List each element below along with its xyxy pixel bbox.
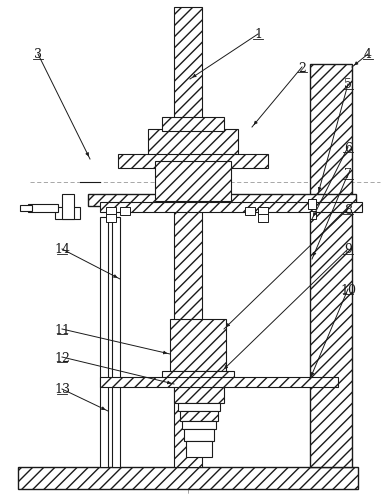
Bar xyxy=(100,217,108,467)
Bar xyxy=(62,194,74,219)
Bar xyxy=(258,207,268,215)
Bar xyxy=(18,467,358,489)
Bar xyxy=(120,207,130,215)
Bar xyxy=(178,403,220,411)
Bar xyxy=(106,214,116,222)
Bar xyxy=(106,207,116,215)
Bar xyxy=(28,204,58,212)
Bar xyxy=(100,377,338,387)
Bar xyxy=(174,381,224,403)
Text: 14: 14 xyxy=(54,243,70,256)
Text: 7: 7 xyxy=(344,168,352,181)
Bar xyxy=(180,411,218,421)
Text: 2: 2 xyxy=(298,62,306,74)
Bar xyxy=(258,214,268,222)
Bar xyxy=(88,194,356,206)
Bar xyxy=(245,207,255,215)
Bar xyxy=(184,429,214,441)
Bar xyxy=(310,211,316,219)
Text: 9: 9 xyxy=(344,243,352,256)
Bar xyxy=(162,118,224,132)
Bar xyxy=(112,217,120,467)
Text: 6: 6 xyxy=(344,141,352,154)
Bar xyxy=(174,8,202,467)
Bar xyxy=(100,202,362,212)
Bar xyxy=(186,441,212,457)
Text: 1: 1 xyxy=(254,29,262,42)
Text: 4: 4 xyxy=(364,49,372,62)
Bar xyxy=(118,155,268,169)
Text: 12: 12 xyxy=(54,351,70,364)
Bar xyxy=(170,319,226,371)
Bar xyxy=(55,207,80,219)
Text: 3: 3 xyxy=(34,49,42,62)
Text: 10: 10 xyxy=(340,283,356,296)
Bar xyxy=(308,199,316,209)
Bar xyxy=(162,371,234,381)
Bar xyxy=(148,130,238,162)
Text: 13: 13 xyxy=(54,383,70,396)
Bar xyxy=(155,162,231,201)
Bar xyxy=(310,65,352,467)
Bar xyxy=(182,421,216,429)
Text: 8: 8 xyxy=(344,203,352,216)
Text: 11: 11 xyxy=(54,323,70,336)
Text: 5: 5 xyxy=(344,78,352,91)
Bar xyxy=(20,205,32,211)
